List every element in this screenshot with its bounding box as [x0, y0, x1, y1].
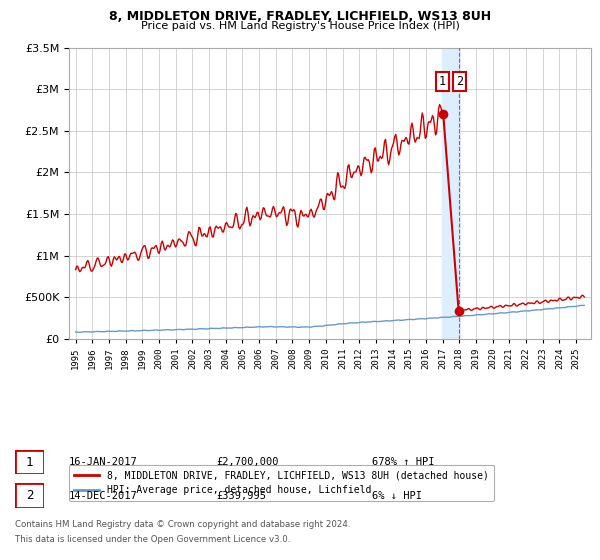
Text: 1: 1: [26, 455, 33, 469]
Text: 2: 2: [456, 74, 463, 87]
Text: Contains HM Land Registry data © Crown copyright and database right 2024.: Contains HM Land Registry data © Crown c…: [15, 520, 350, 529]
Text: £2,700,000: £2,700,000: [216, 457, 278, 467]
FancyBboxPatch shape: [15, 450, 44, 474]
Text: 1: 1: [439, 74, 446, 87]
Bar: [442, 48, 460, 339]
Text: 14-DEC-2017: 14-DEC-2017: [69, 491, 138, 501]
Text: £339,995: £339,995: [216, 491, 266, 501]
Legend: 8, MIDDLETON DRIVE, FRADLEY, LICHFIELD, WS13 8UH (detached house), HPI: Average : 8, MIDDLETON DRIVE, FRADLEY, LICHFIELD, …: [68, 464, 494, 501]
FancyBboxPatch shape: [15, 483, 44, 508]
Text: This data is licensed under the Open Government Licence v3.0.: This data is licensed under the Open Gov…: [15, 535, 290, 544]
Text: 8, MIDDLETON DRIVE, FRADLEY, LICHFIELD, WS13 8UH: 8, MIDDLETON DRIVE, FRADLEY, LICHFIELD, …: [109, 10, 491, 22]
Text: 16-JAN-2017: 16-JAN-2017: [69, 457, 138, 467]
Text: 2: 2: [26, 489, 33, 502]
Text: Price paid vs. HM Land Registry's House Price Index (HPI): Price paid vs. HM Land Registry's House …: [140, 21, 460, 31]
Text: 6% ↓ HPI: 6% ↓ HPI: [372, 491, 422, 501]
Text: 678% ↑ HPI: 678% ↑ HPI: [372, 457, 434, 467]
